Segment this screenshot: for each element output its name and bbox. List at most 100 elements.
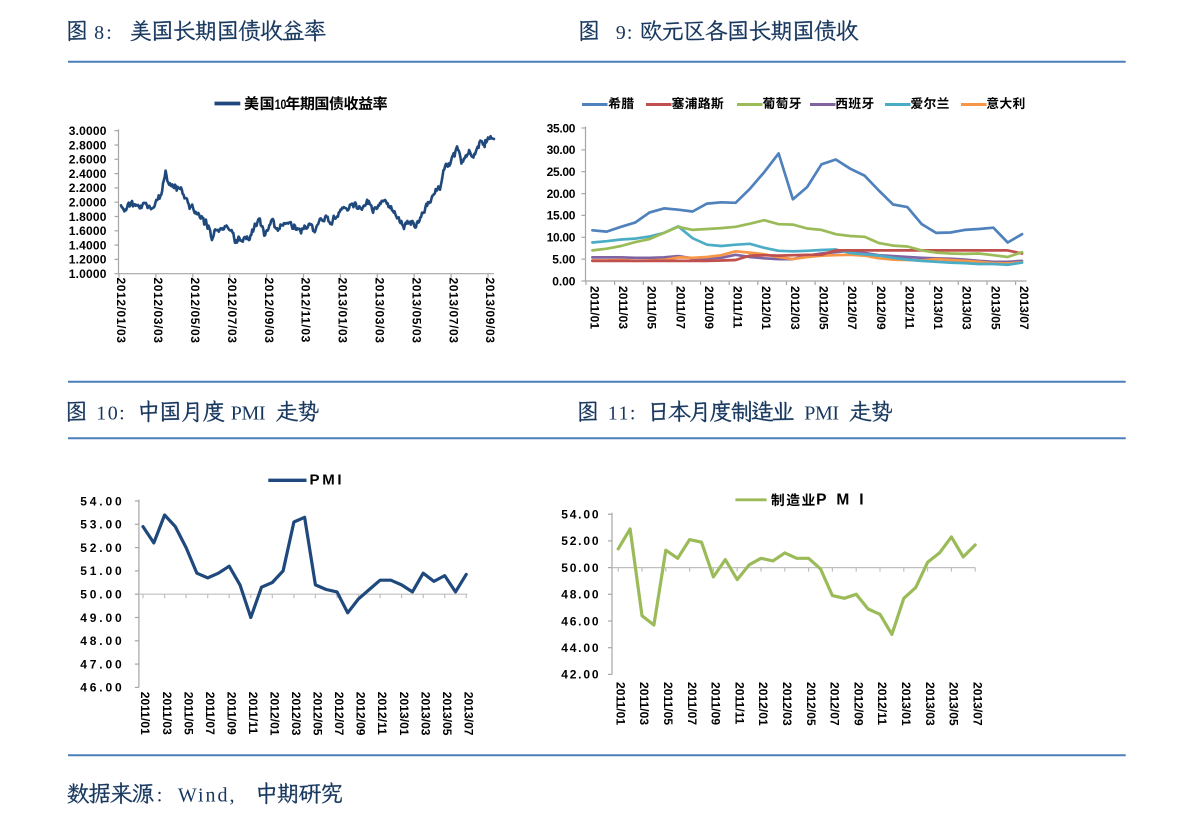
svg-text:46.00: 46.00 — [561, 614, 599, 628]
svg-text:2013/03/03: 2013/03/03 — [373, 278, 387, 344]
svg-text:2013/07: 2013/07 — [1017, 286, 1031, 330]
svg-text:PMI: PMI — [804, 403, 840, 425]
svg-text:2013/03: 2013/03 — [418, 692, 432, 736]
svg-text:54.00: 54.00 — [80, 494, 122, 508]
svg-text:2011/07: 2011/07 — [685, 682, 699, 725]
svg-text:2012/09/03: 2012/09/03 — [262, 278, 276, 344]
svg-text:2012/07/03: 2012/07/03 — [225, 278, 239, 344]
svg-text:2013/07: 2013/07 — [970, 682, 984, 726]
svg-text:2012/11: 2012/11 — [375, 692, 389, 735]
svg-text:2012/11: 2012/11 — [875, 682, 889, 725]
svg-text:1.0000: 1.0000 — [69, 267, 107, 281]
svg-text:2012/11/03: 2012/11/03 — [299, 278, 313, 343]
svg-text:2012/01/03: 2012/01/03 — [114, 278, 128, 344]
svg-text:51.00: 51.00 — [80, 564, 122, 578]
svg-text:2.8000: 2.8000 — [69, 138, 107, 152]
svg-text:52.00: 52.00 — [80, 541, 122, 555]
svg-text:2013/05/03: 2013/05/03 — [409, 278, 423, 344]
svg-text:15.00: 15.00 — [547, 209, 576, 223]
svg-text:1.4000: 1.4000 — [69, 238, 107, 252]
svg-text:2011/07: 2011/07 — [673, 286, 687, 329]
svg-text:2011/01: 2011/01 — [613, 682, 627, 725]
svg-text:2012/01: 2012/01 — [268, 692, 282, 736]
svg-text:2013/01/03: 2013/01/03 — [336, 278, 350, 344]
svg-text:42.00: 42.00 — [561, 668, 599, 682]
svg-text:2012/09: 2012/09 — [354, 692, 368, 736]
svg-text:47.00: 47.00 — [80, 657, 122, 671]
svg-text:2.4000: 2.4000 — [69, 167, 107, 181]
svg-text:2011/05: 2011/05 — [645, 286, 659, 329]
svg-text:2012/03: 2012/03 — [788, 286, 802, 330]
svg-text:PMI: PMI — [816, 491, 864, 508]
svg-text::: : — [157, 785, 163, 807]
svg-text:48.00: 48.00 — [561, 588, 599, 602]
svg-text:2013/01: 2013/01 — [899, 682, 913, 726]
svg-text:3.0000: 3.0000 — [69, 124, 107, 138]
svg-text:2013/05: 2013/05 — [947, 682, 961, 726]
svg-text:2012/03: 2012/03 — [289, 692, 303, 736]
svg-text:2011/11: 2011/11 — [732, 682, 746, 725]
svg-text:50.00: 50.00 — [80, 588, 122, 602]
svg-text:2013/05: 2013/05 — [988, 286, 1002, 330]
svg-text:2012/05: 2012/05 — [817, 286, 831, 330]
svg-text:2011/03: 2011/03 — [160, 692, 174, 735]
svg-text:1.8000: 1.8000 — [69, 210, 107, 224]
svg-text:Wind,: Wind, — [178, 785, 237, 807]
svg-text:2013/07: 2013/07 — [461, 692, 475, 736]
svg-text:50.00: 50.00 — [561, 561, 599, 575]
svg-text:5.00: 5.00 — [552, 252, 575, 266]
svg-text:2011/05: 2011/05 — [181, 692, 195, 735]
svg-text:2011/03: 2011/03 — [616, 286, 630, 329]
svg-text:2012/09: 2012/09 — [874, 286, 888, 330]
svg-text:2012/05: 2012/05 — [804, 682, 818, 726]
svg-text:2011/09: 2011/09 — [709, 682, 723, 725]
svg-text:2.2000: 2.2000 — [69, 181, 107, 195]
svg-text:2012/01: 2012/01 — [759, 286, 773, 330]
svg-text:2013/01: 2013/01 — [931, 286, 945, 330]
svg-text:2012/03/03: 2012/03/03 — [151, 278, 165, 344]
svg-text:10: 10 — [275, 97, 287, 113]
svg-text:2012/11: 2012/11 — [902, 286, 916, 329]
svg-text:49.00: 49.00 — [80, 611, 122, 625]
svg-text:46.00: 46.00 — [80, 681, 122, 695]
svg-text:2012/07: 2012/07 — [828, 682, 842, 726]
svg-text:2011/07: 2011/07 — [203, 692, 217, 735]
svg-text:2012/05: 2012/05 — [311, 692, 325, 736]
svg-text:PMI: PMI — [231, 403, 267, 425]
svg-text:2011/05: 2011/05 — [661, 682, 675, 725]
svg-text:2013/09/03: 2013/09/03 — [483, 278, 497, 344]
svg-text:2012/07: 2012/07 — [845, 286, 859, 330]
svg-text:2012/09: 2012/09 — [851, 682, 865, 726]
svg-text:54.00: 54.00 — [561, 508, 599, 522]
svg-text:2012/01: 2012/01 — [756, 682, 770, 726]
svg-text:2012/03: 2012/03 — [780, 682, 794, 726]
svg-text:2011/03: 2011/03 — [637, 682, 651, 725]
svg-text:2012/07: 2012/07 — [332, 692, 346, 736]
svg-text:2013/01: 2013/01 — [397, 692, 411, 736]
svg-text:2.0000: 2.0000 — [69, 196, 107, 210]
svg-text:0.00: 0.00 — [552, 274, 575, 288]
svg-text:10:: 10: — [96, 403, 126, 425]
svg-text:2011/01: 2011/01 — [138, 692, 152, 735]
svg-text:25.00: 25.00 — [547, 165, 576, 179]
svg-text:2011/11: 2011/11 — [246, 692, 260, 735]
svg-text:2013/07/03: 2013/07/03 — [446, 278, 460, 344]
svg-text:11:: 11: — [608, 403, 637, 425]
svg-text:2013/03: 2013/03 — [960, 286, 974, 330]
svg-text:2.6000: 2.6000 — [69, 153, 107, 167]
svg-text:PMI: PMI — [310, 472, 342, 489]
svg-text:2013/03: 2013/03 — [923, 682, 937, 726]
svg-text:2013/05: 2013/05 — [440, 692, 454, 736]
svg-text:53.00: 53.00 — [80, 518, 122, 532]
svg-text:2011/09: 2011/09 — [224, 692, 238, 735]
svg-text:2011/01: 2011/01 — [587, 286, 601, 329]
svg-text:48.00: 48.00 — [80, 634, 122, 648]
svg-text:9:: 9: — [616, 22, 634, 44]
svg-text:44.00: 44.00 — [561, 641, 599, 655]
svg-text:52.00: 52.00 — [561, 534, 599, 548]
svg-text:2011/11: 2011/11 — [731, 286, 745, 329]
svg-text:8:: 8: — [94, 22, 114, 44]
svg-text:30.00: 30.00 — [547, 143, 576, 157]
svg-text:2012/05/03: 2012/05/03 — [188, 278, 202, 344]
svg-text:20.00: 20.00 — [547, 187, 576, 201]
